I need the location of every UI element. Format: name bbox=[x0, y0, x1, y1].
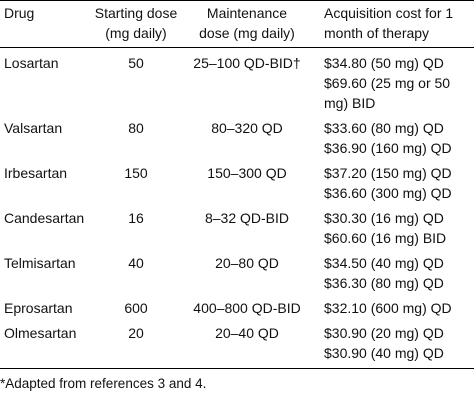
cost-line: $33.60 (80 mg) QD bbox=[324, 120, 444, 136]
acquisition-cost: $32.10 (600 mg) QD bbox=[312, 296, 474, 321]
maintenance-dose: 150–300 QD bbox=[207, 165, 287, 181]
table-body: Losartan 50 25–100 QD-BID† $34.80 (50 mg) Q… bbox=[0, 48, 474, 369]
drug-name: Irbesartan bbox=[4, 165, 68, 181]
footnote: †Some patients will require the total da… bbox=[0, 395, 474, 400]
maintenance-dose: 80–320 QD bbox=[211, 120, 283, 136]
starting-dose: 40 bbox=[128, 255, 144, 271]
cost-line: $69.60 (25 mg or 50 mg) BID bbox=[324, 75, 451, 111]
table-row: Olmesartan 20 20–40 QD $30.90 (20 mg) QD $30… bbox=[0, 321, 474, 369]
table-row: Candesartan 16 8–32 QD-BID $30.30 (16 mg) Q… bbox=[0, 206, 474, 251]
footnotes: *Adapted from references 3 and 4. †Some p… bbox=[0, 369, 474, 400]
starting-dose: 20 bbox=[128, 325, 144, 341]
drug-name: Olmesartan bbox=[4, 325, 77, 341]
footnote: *Adapted from references 3 and 4. bbox=[0, 376, 207, 391]
table-header: Drug Starting dose (mg daily) Maintenance … bbox=[0, 0, 474, 48]
header-row: Drug Starting dose (mg daily) Maintenance … bbox=[0, 0, 474, 48]
acquisition-cost: $34.80 (50 mg) QD $69.60 (25 mg or 50 mg)… bbox=[312, 48, 474, 117]
maintenance-dose: 25–100 QD-BID† bbox=[193, 55, 301, 71]
cost-line: $30.90 (20 mg) QD bbox=[324, 325, 444, 341]
table-row: Irbesartan 150 150–300 QD $37.20 (150 mg) Q… bbox=[0, 161, 474, 206]
column-header: Maintenance dose (mg daily) bbox=[199, 5, 295, 41]
column-header: Starting dose (mg daily) bbox=[94, 5, 178, 41]
cost-line: $34.50 (40 mg) QD bbox=[324, 255, 444, 271]
starting-dose: 150 bbox=[124, 165, 148, 181]
cost-line: $30.90 (40 mg) QD bbox=[324, 345, 444, 361]
maintenance-dose: 400–800 QD-BID bbox=[193, 300, 301, 316]
starting-dose: 600 bbox=[124, 300, 148, 316]
acquisition-cost: $33.60 (80 mg) QD $36.90 (160 mg) QD bbox=[312, 116, 474, 161]
column-header: Acquisition cost for 1 month of therapy bbox=[324, 5, 454, 41]
starting-dose: 16 bbox=[128, 210, 144, 226]
cost-line: $34.80 (50 mg) QD bbox=[324, 55, 444, 71]
maintenance-dose: 20–80 QD bbox=[215, 255, 279, 271]
starting-dose: 50 bbox=[128, 55, 144, 71]
column-header: Drug bbox=[4, 5, 35, 21]
acquisition-cost: $30.90 (20 mg) QD $30.90 (40 mg) QD bbox=[312, 321, 474, 369]
cost-line: $37.20 (150 mg) QD bbox=[324, 165, 452, 181]
table-row: Telmisartan 40 20–80 QD $34.50 (40 mg) QD $3… bbox=[0, 251, 474, 296]
cost-line: $36.60 (300 mg) QD bbox=[324, 185, 452, 201]
drug-name: Candesartan bbox=[4, 210, 85, 226]
table-row: Eprosartan 600 400–800 QD-BID $32.10 (600 m… bbox=[0, 296, 474, 321]
table-row: Losartan 50 25–100 QD-BID† $34.80 (50 mg) Q… bbox=[0, 48, 474, 117]
cost-line: $36.90 (160 mg) QD bbox=[324, 140, 452, 156]
cost-line: $32.10 (600 mg) QD bbox=[324, 300, 452, 316]
drug-name: Losartan bbox=[4, 55, 59, 71]
table-row: Valsartan 80 80–320 QD $33.60 (80 mg) QD $36… bbox=[0, 116, 474, 161]
cost-line: $36.30 (80 mg) QD bbox=[324, 275, 444, 291]
cost-line: $60.60 (16 mg) BID bbox=[324, 230, 447, 246]
acquisition-cost: $30.30 (16 mg) QD $60.60 (16 mg) BID bbox=[312, 206, 474, 251]
acquisition-cost: $34.50 (40 mg) QD $36.30 (80 mg) QD bbox=[312, 251, 474, 296]
starting-dose: 80 bbox=[128, 120, 144, 136]
drug-name: Valsartan bbox=[4, 120, 63, 136]
acquisition-cost: $37.20 (150 mg) QD $36.60 (300 mg) QD bbox=[312, 161, 474, 206]
drug-table: Drug Starting dose (mg daily) Maintenance … bbox=[0, 0, 474, 369]
maintenance-dose: 8–32 QD-BID bbox=[204, 210, 290, 226]
maintenance-dose: 20–40 QD bbox=[215, 325, 279, 341]
drug-name: Telmisartan bbox=[4, 255, 76, 271]
drug-name: Eprosartan bbox=[4, 300, 73, 316]
cost-line: $30.30 (16 mg) QD bbox=[324, 210, 444, 226]
